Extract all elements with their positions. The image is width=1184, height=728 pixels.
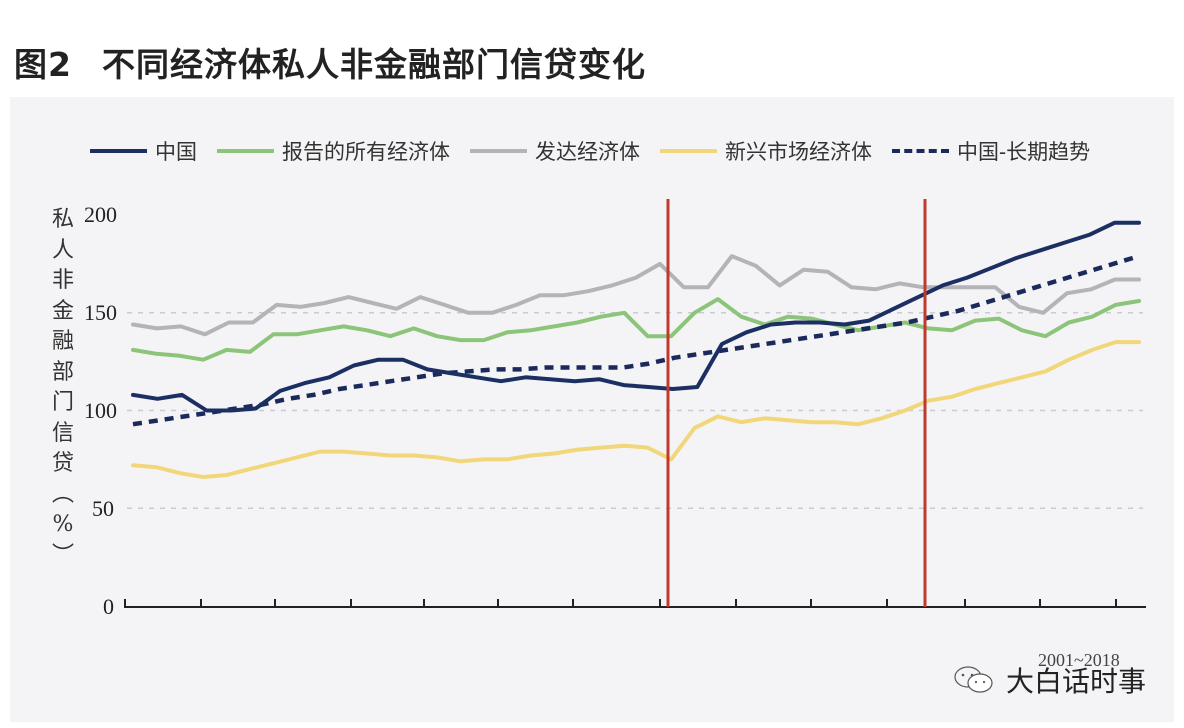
red-vertical-markers [666,199,927,607]
y-tick-200: 200 [84,202,117,227]
figure-number: 图2 [14,45,72,84]
legend-swatch-advanced [470,149,527,153]
y-axis-label-text: 私人非金融部门信贷 ︵% ︶ [51,207,74,568]
wechat-icon [954,666,993,693]
y-tick-150: 150 [84,300,117,325]
x-axis [124,599,1146,608]
legend-label: 新兴市场经济体 [725,140,872,164]
series-line-3 [131,340,1141,479]
legend-item-advanced: 发达经济体 [470,136,640,166]
legend-label: 发达经济体 [535,140,640,164]
legend: 中国 报告的所有经济体 发达经济体 新兴市场经济体 中国-长期趋势 [90,134,1110,168]
gridlines [127,312,1143,509]
legend-label: 中国 [155,140,197,164]
legend-swatch-all-economies [217,149,274,153]
legend-swatch-emerging [660,149,717,153]
x-axis-label: 2001~2018 [1038,650,1120,670]
legend-item-china: 中国 [90,136,197,166]
series-lines [131,220,1141,479]
legend-item-emerging: 新兴市场经济体 [660,136,872,166]
figure-title-text: 不同经济体私人非金融部门信贷变化 [101,45,646,84]
series-line-4 [132,253,1140,427]
series-line-0 [131,220,1141,413]
y-tick-0: 0 [103,594,114,619]
legend-label: 中国-长期趋势 [957,140,1091,164]
legend-swatch-china-trend [892,149,949,153]
series-line-1 [131,297,1141,362]
legend-item-china-trend: 中国-长期趋势 [892,136,1090,166]
legend-label: 报告的所有经济体 [282,140,450,164]
watermark-text: 大白话时事 [1006,665,1147,698]
figure-title: 图2 不同经济体私人非金融部门信贷变化 [14,38,646,86]
legend-item-all-economies: 报告的所有经济体 [217,136,450,166]
watermark: 大白话时事 [952,660,1146,700]
y-tick-50: 50 [92,496,114,521]
legend-swatch-china [90,149,147,153]
y-axis-label: 私人非金融部门信贷 ︵% ︶ [50,205,76,571]
series-line-2 [131,254,1141,337]
y-tick-100: 100 [84,398,117,423]
